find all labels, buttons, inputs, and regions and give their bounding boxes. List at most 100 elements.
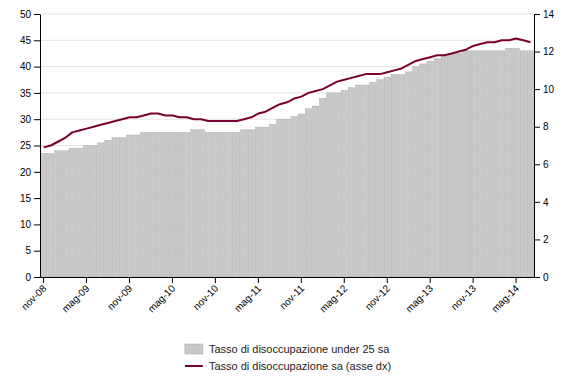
bar [198,130,204,277]
y-tick: 50 [20,9,40,20]
bar [48,153,54,277]
x-tick-label: nov-09 [105,282,135,312]
bar [484,51,490,277]
x-tick: mag-12 [317,277,349,314]
grid-line [40,14,534,15]
bar [348,88,354,277]
bar [277,119,283,277]
x-tick: mag-14 [489,277,521,314]
bar [162,132,168,277]
y-tick: 30 [20,114,40,125]
tick-mark [473,277,474,283]
tick-mark [34,172,40,173]
bar [491,51,497,277]
y-tick-label: 25 [20,140,32,151]
y2-tick-label: 2 [543,234,549,245]
x-tick: mag-11 [232,277,264,314]
axis-line [41,277,535,278]
bar [506,48,512,277]
y2-tick: 0 [534,272,549,283]
tick-mark [34,67,40,68]
y-tick-label: 30 [20,114,32,125]
y-tick-label: 50 [20,9,32,20]
tick-mark [534,164,540,165]
grid [40,14,534,277]
x-tick: mag-09 [60,277,92,314]
bar [427,61,433,277]
x-tick-label: nov-08 [19,282,49,312]
tick-mark [534,127,540,128]
y-tick: 20 [20,167,40,178]
y-tick: 35 [20,88,40,99]
tick-mark [34,198,40,199]
bar [341,90,347,277]
legend-swatch [185,344,203,354]
y2-tick: 2 [534,234,549,245]
y2-axis: 02468101214 [534,9,555,283]
y-tick-label: 15 [20,193,32,204]
bar [62,151,68,277]
tick-mark [534,202,540,203]
bar [69,148,75,277]
y-tick-label: 40 [20,61,32,72]
bar [90,146,96,278]
bar [126,135,132,277]
x-tick-label: mag-09 [60,282,92,314]
tick-mark [344,277,345,283]
bar [377,80,383,277]
tick-mark [258,277,259,283]
bar [520,51,526,277]
x-tick: nov-12 [363,277,393,312]
tick-mark [43,277,44,283]
y2-tick: 10 [534,84,555,95]
legend: Tasso di disoccupazione under 25 sa Tasso… [185,343,391,372]
x-tick: mag-13 [403,277,435,314]
bar [305,109,311,277]
bar [155,132,161,277]
tick-mark [534,14,540,15]
tick-mark [430,277,431,283]
tick-mark [34,277,40,278]
y2-tick-label: 8 [543,121,549,132]
tick-mark [534,89,540,90]
x-tick: nov-08 [19,277,49,312]
y2-tick-label: 0 [543,272,549,283]
bar [284,119,290,277]
legend-label: Tasso di disoccupazione under 25 sa [209,343,390,355]
bar [499,51,505,277]
tick-mark [34,14,40,15]
legend-item: Tasso di disoccupazione under 25 sa [185,343,390,355]
tick-mark [516,277,517,283]
x-tick-label: nov-12 [363,282,393,312]
y-tick: 15 [20,193,40,204]
bar [133,135,139,277]
x-tick: nov-13 [449,277,479,312]
x-tick: nov-11 [277,277,306,312]
bar [112,138,118,277]
x-tick: mag-10 [146,277,178,314]
bar [184,132,190,277]
bar [456,53,462,277]
bar [405,72,411,277]
tick-mark [129,277,130,283]
y2-tick: 12 [534,46,555,57]
y-tick-label: 10 [20,219,32,230]
tick-mark [534,52,540,53]
y-tick: 10 [20,219,40,230]
x-tick-label: nov-11 [277,282,306,311]
legend-swatch [185,365,203,367]
bar [76,148,82,277]
bar [219,132,225,277]
bar [312,106,318,277]
bar [355,85,361,277]
bar [234,132,240,277]
y-tick: 5 [25,245,40,256]
tick-mark [387,277,388,283]
bar [470,51,476,277]
bar [248,130,254,277]
line [44,38,531,147]
bar [527,51,533,277]
legend-label: Tasso di disoccupazione sa (asse dx) [209,360,391,372]
legend-item: Tasso di disoccupazione sa (asse dx) [185,360,391,372]
grid-line [40,40,534,41]
